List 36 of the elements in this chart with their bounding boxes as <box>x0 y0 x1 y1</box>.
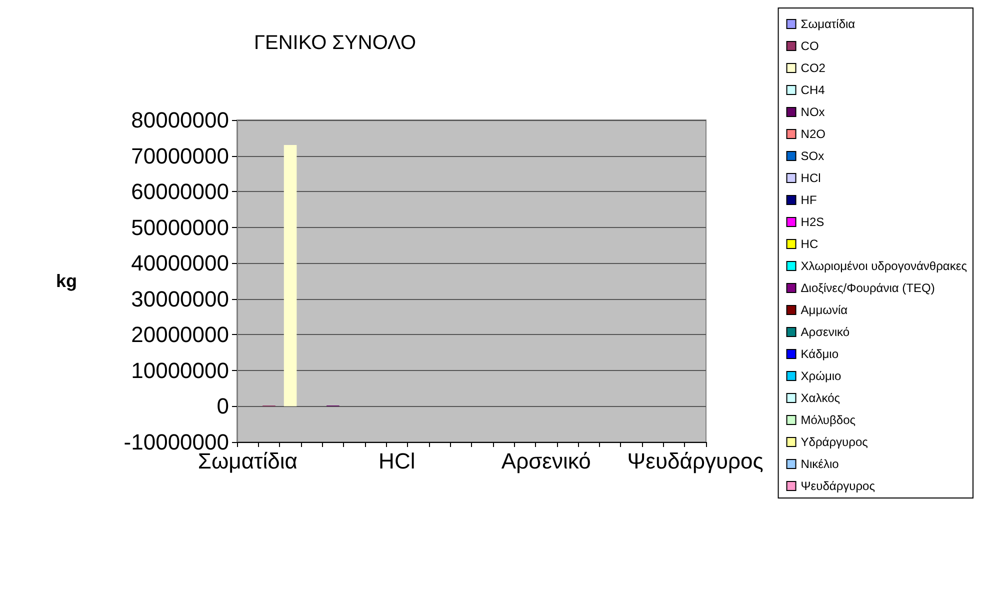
legend-label: SOx <box>800 149 824 163</box>
x-tick-label: HCl <box>378 448 416 474</box>
y-tick-label: 40000000 <box>131 250 229 276</box>
x-tick-label: Αρσενικό <box>501 448 591 474</box>
chart-title: ΓΕΝΙΚΟ ΣΥΝΟΛΟ <box>254 32 416 54</box>
legend-label: HC <box>800 237 818 251</box>
y-tick-label: 20000000 <box>131 322 229 348</box>
legend-label: CO2 <box>800 61 826 75</box>
legend-label: Νικέλιο <box>800 457 840 471</box>
legend-label: Αρσενικό <box>800 325 850 339</box>
legend-label: Χαλκός <box>800 391 840 405</box>
y-tick-label: 0 <box>216 394 229 419</box>
legend-label: Διοξίνες/Φουράνια (TEQ) <box>800 281 935 295</box>
legend-label: Υδράργυρος <box>800 435 868 449</box>
legend-label: H2S <box>800 215 824 229</box>
legend-label: N2O <box>800 127 826 141</box>
y-tick-label: 50000000 <box>131 214 229 240</box>
y-tick-label: 10000000 <box>131 358 229 383</box>
y-tick-label: 70000000 <box>131 143 229 168</box>
legend-label: Μόλυβδος <box>800 413 856 427</box>
x-tick-label: Ψευδάργυρος <box>627 448 764 474</box>
legend-label: CH4 <box>800 83 826 97</box>
legend-label: Κάδμιο <box>800 347 839 361</box>
legend-label: Χρώμιο <box>800 369 842 383</box>
legend-label: CO <box>800 39 819 53</box>
legend-label: NOx <box>800 105 825 119</box>
y-tick-label: 30000000 <box>131 286 229 312</box>
legend-label: Σωματίδια <box>800 17 856 31</box>
legend-label: Αμμωνία <box>800 303 848 317</box>
y-tick-label: 80000000 <box>131 108 229 132</box>
y-tick-label: 60000000 <box>131 179 229 204</box>
legend-label: Χλωριομένοι υδρογονάνθρακες <box>800 259 968 273</box>
legend-label: Ψευδάργυρος <box>800 479 876 493</box>
y-axis-title: kg <box>56 271 77 291</box>
legend-label: HCl <box>800 171 821 185</box>
legend-label: HF <box>800 193 817 207</box>
